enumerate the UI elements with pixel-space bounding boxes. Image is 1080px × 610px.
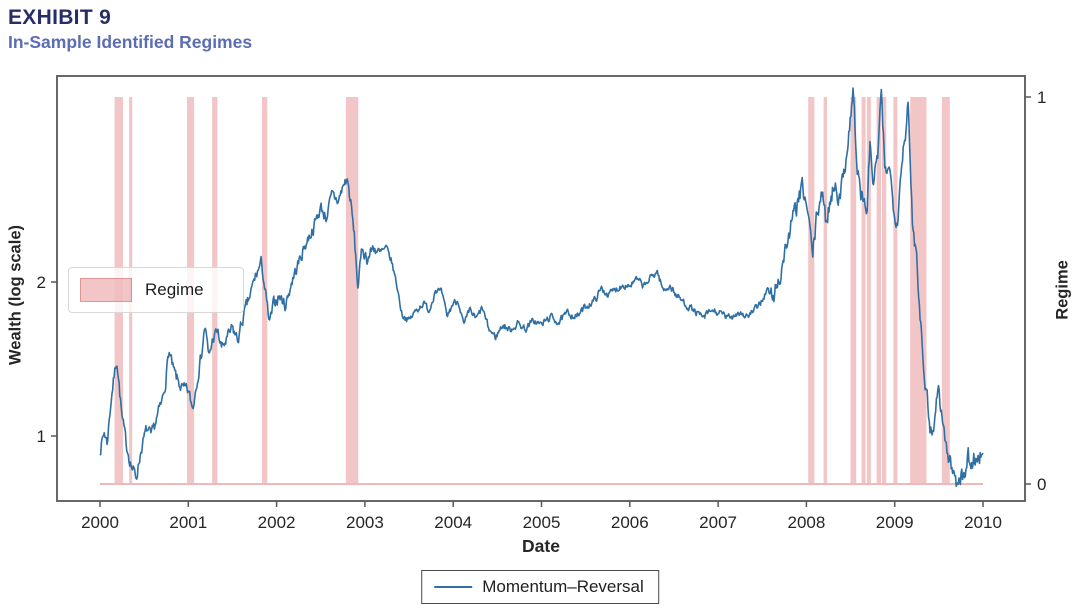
regime-band xyxy=(823,97,828,484)
x-tick-label: 2003 xyxy=(346,513,384,532)
regime-band xyxy=(808,97,815,484)
regime-swatch xyxy=(80,278,132,302)
regime-band xyxy=(881,97,887,484)
x-axis-label-date: Date xyxy=(522,536,560,556)
regime-band xyxy=(893,97,898,484)
regime-band xyxy=(262,97,268,484)
exhibit-title: In-Sample Identified Regimes xyxy=(8,32,253,52)
x-tick-label: 2004 xyxy=(434,513,472,532)
series-legend: Momentum–Reversal xyxy=(421,570,659,604)
regime-legend: Regime xyxy=(68,267,244,313)
x-tick-label: 2001 xyxy=(169,513,207,532)
exhibit-number: EXHIBIT 9 xyxy=(8,6,112,29)
y-tick-label-left: 1 xyxy=(37,427,46,446)
y-tick-label-right: 0 xyxy=(1037,475,1046,494)
regime-band xyxy=(850,97,857,484)
y-axis-label-regime: Regime xyxy=(1053,260,1072,320)
y-axis-label-wealth: Wealth (log scale) xyxy=(6,225,25,365)
y-tick-label-left: 2 xyxy=(37,273,46,292)
regime-band xyxy=(941,97,950,484)
x-tick-label: 2002 xyxy=(258,513,296,532)
regime-band xyxy=(345,97,359,484)
regime-band xyxy=(866,97,871,484)
regime-band xyxy=(861,97,866,484)
x-tick-label: 2006 xyxy=(611,513,649,532)
x-tick-label: 2000 xyxy=(81,513,119,532)
regime-legend-label: Regime xyxy=(145,280,204,299)
regime-band xyxy=(876,97,881,484)
x-tick-label: 2008 xyxy=(787,513,825,532)
momentum-reversal-line xyxy=(99,87,984,488)
y-tick-label-right: 1 xyxy=(1037,88,1046,107)
x-tick-label: 2009 xyxy=(876,513,914,532)
x-tick-label: 2005 xyxy=(523,513,561,532)
series-line-swatch xyxy=(434,586,473,588)
x-tick-label: 2010 xyxy=(964,513,1002,532)
x-tick-label: 2007 xyxy=(699,513,737,532)
series-legend-label: Momentum–Reversal xyxy=(482,577,644,596)
